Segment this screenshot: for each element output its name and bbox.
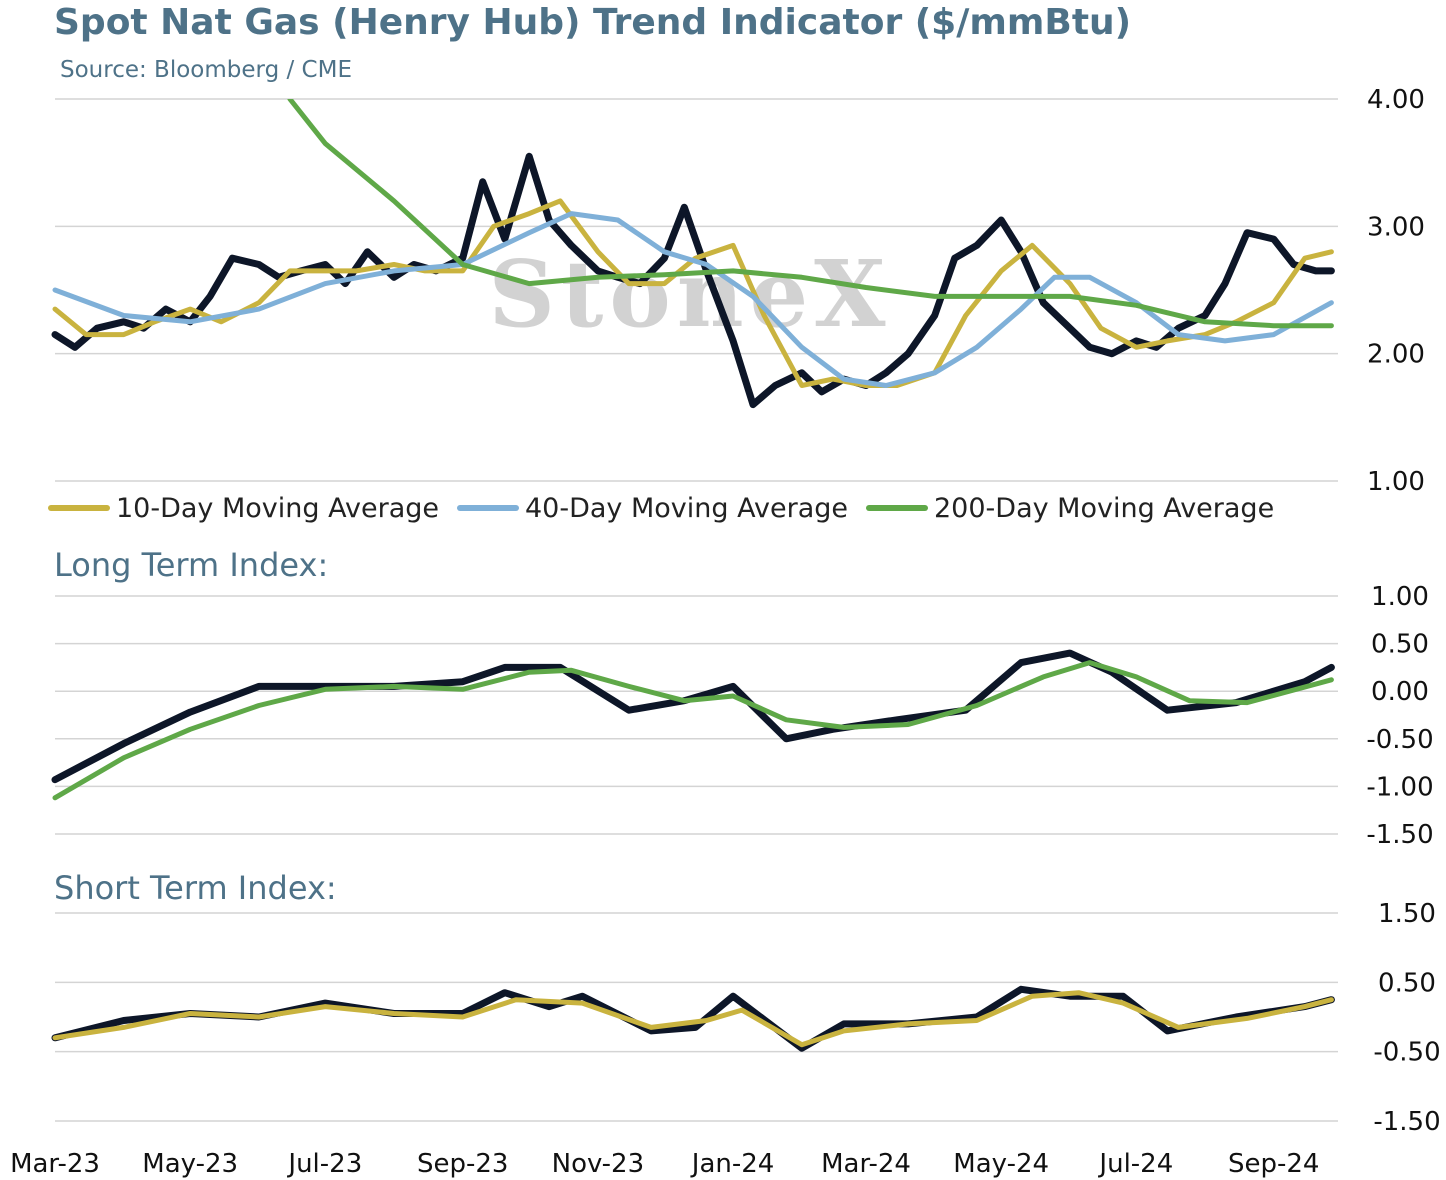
series-line-price-1: [51, 649, 1335, 784]
series-line-ma10-0: [52, 198, 1334, 388]
chart-title: Spot Nat Gas (Henry Hub) Trend Indicator…: [54, 2, 1132, 43]
legend: 10-Day Moving Average 40-Day Moving Aver…: [48, 490, 1292, 526]
y-tick-label: 0.50: [1371, 630, 1429, 660]
x-tick-label: Mar-23: [10, 1149, 100, 1179]
y-tick-label: -0.50: [1373, 1038, 1440, 1068]
series-line-ma200-1: [52, 660, 1334, 801]
series-line-price-2: [51, 985, 1335, 1052]
series-line-ma10-2: [52, 990, 1334, 1048]
legend-item-ma10: 10-Day Moving Average: [48, 493, 439, 524]
y-tick-label: 1.00: [1367, 467, 1425, 497]
series-line-price-0: [51, 152, 1335, 409]
legend-swatch-ma40: [457, 505, 519, 511]
x-tick-label: Nov-23: [552, 1149, 645, 1179]
y-tick-label: 1.50: [1378, 899, 1436, 929]
series-line-ma200-0: [287, 99, 1334, 329]
watermark-text: StoneX: [488, 240, 891, 348]
y-tick-label: 1.00: [1371, 582, 1429, 612]
x-tick-label: May-23: [142, 1149, 238, 1179]
y-tick-label: 0.50: [1378, 968, 1436, 998]
y-tick-label: -1.00: [1366, 772, 1433, 802]
short-term-title: Short Term Index:: [54, 869, 337, 907]
axis-ticks: 1.00 2.00 3.00 4.00 -1.50 -1.00 -0.50 0.00 0.50 1…: [10, 85, 1441, 1179]
x-tick-label: Jul-23: [286, 1149, 362, 1179]
y-tick-label: 0.00: [1371, 677, 1429, 707]
x-tick-label: Sep-23: [417, 1149, 508, 1179]
long-term-title: Long Term Index:: [54, 546, 329, 584]
legend-label-ma40: 40-Day Moving Average: [525, 492, 848, 524]
legend-item-ma40: 40-Day Moving Average: [457, 493, 848, 524]
watermark: StoneX: [488, 240, 891, 348]
y-tick-label: 2.00: [1367, 340, 1425, 370]
grid-lines: [55, 98, 1338, 1122]
legend-label-ma10: 10-Day Moving Average: [116, 492, 439, 524]
legend-label-ma200: 200-Day Moving Average: [934, 492, 1275, 524]
y-tick-label: 3.00: [1367, 212, 1425, 242]
y-tick-label: 4.00: [1367, 85, 1425, 115]
y-tick-label: -0.50: [1366, 725, 1433, 755]
y-tick-label: -1.50: [1373, 1107, 1440, 1137]
series-line-ma40-0: [52, 211, 1334, 388]
x-tick-label: Mar-24: [821, 1149, 911, 1179]
x-tick-label: Sep-24: [1228, 1149, 1319, 1179]
x-tick-label: Jan-24: [690, 1149, 775, 1179]
legend-swatch-ma200: [866, 505, 928, 511]
x-tick-label: May-24: [953, 1149, 1049, 1179]
series-lines: [51, 99, 1335, 1052]
legend-item-ma200: 200-Day Moving Average: [866, 493, 1274, 524]
chart-source: Source: Bloomberg / CME: [60, 57, 352, 83]
y-tick-label: -1.50: [1366, 820, 1433, 850]
x-tick-label: Jul-24: [1097, 1149, 1173, 1179]
legend-swatch-ma10: [48, 505, 110, 511]
